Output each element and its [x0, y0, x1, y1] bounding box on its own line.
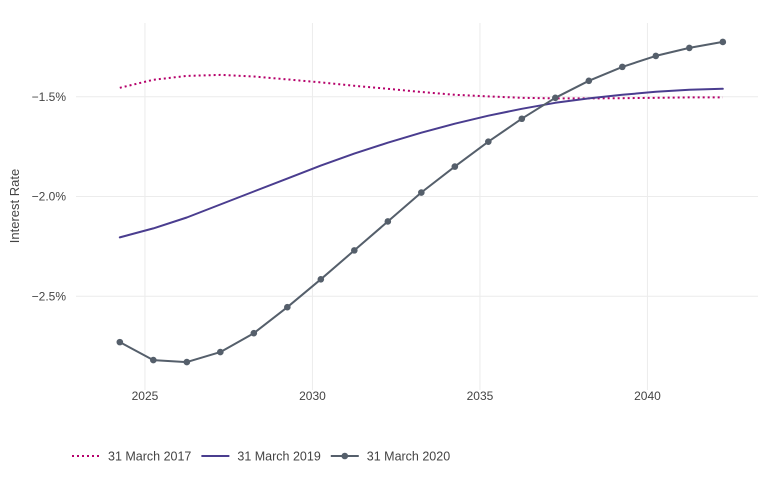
data-point [217, 348, 224, 356]
data-point [116, 338, 124, 346]
x-tick-label: 2025 [132, 389, 159, 403]
data-point [518, 115, 526, 123]
x-tick-label: 2035 [467, 389, 494, 403]
data-point [183, 358, 191, 366]
legend-item: 31 March 2019 [201, 450, 321, 464]
y-axis-title: Interest Rate [7, 169, 22, 243]
legend-label: 31 March 2020 [367, 450, 450, 464]
data-point [686, 44, 693, 52]
data-point [552, 94, 559, 102]
series-line [118, 40, 724, 364]
data-point [317, 276, 325, 283]
data-point [451, 163, 459, 170]
data-point [619, 63, 626, 71]
series-0 [119, 73, 723, 100]
data-point [250, 329, 258, 337]
data-point [384, 218, 392, 225]
y-tick-label: −2.0% [32, 190, 67, 204]
legend-item: 31 March 2017 [72, 450, 191, 464]
legend-label: 31 March 2019 [237, 450, 320, 464]
series-line [119, 73, 723, 100]
data-point [485, 138, 492, 145]
data-point [585, 77, 593, 85]
series-2 [116, 38, 727, 366]
data-point [150, 356, 157, 364]
data-point [652, 52, 660, 60]
series-1 [118, 87, 724, 239]
grid [76, 23, 758, 390]
y-tick-label: −2.5% [32, 289, 67, 303]
legend-label: 31 March 2017 [108, 450, 191, 464]
x-tick-label: 2040 [634, 389, 661, 403]
data-point [719, 38, 727, 46]
data-point [284, 303, 291, 311]
x-tick-label: 2030 [299, 389, 326, 403]
y-tick-label: −1.5% [32, 90, 67, 104]
plot-area [116, 38, 727, 366]
legend-item: 31 March 2020 [330, 450, 450, 464]
y-axis: −2.5% −2.0% −1.5% [32, 90, 67, 303]
series-line [118, 87, 724, 239]
data-point [418, 189, 425, 196]
legend-marker [341, 452, 349, 460]
data-point [351, 247, 358, 254]
x-axis: 2025 2030 2035 2040 [132, 389, 662, 403]
legend: 31 March 2017 31 March 2019 31 March 2020 [72, 450, 450, 464]
